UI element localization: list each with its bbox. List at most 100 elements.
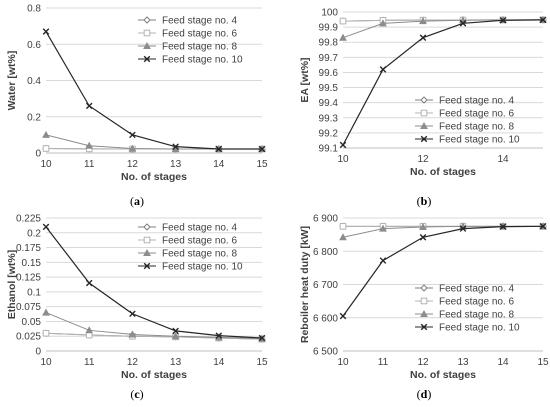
series-line [342,225,543,238]
legend-entry-label: Feed stage no. 10 [439,323,520,334]
legend-entry-label: Feed stage no. 10 [439,135,520,146]
y-tick-label: 0.15 [22,258,42,269]
chart-panel-c: 0 0.025 0.05 0.075 0.1 0.125 0.15 0.175 0.2 0.225… [6,214,268,402]
legend-marker [143,29,151,37]
y-tick-label: 99.5 [319,83,339,94]
data-point [128,144,137,152]
legend-marker [420,309,428,318]
legend: Feed stage no. 4 Feed stage no. 6 Feed sta… [415,284,520,334]
y-tick-label: 6 500 [313,347,338,358]
legend-entry-label: Feed stage no. 10 [162,262,243,273]
y-tick-label: 100 [321,8,338,19]
legend: Feed stage no. 4 Feed stage no. 6 Feed sta… [138,16,243,66]
chart-panel-b: 99.1 99.2 99.3 99.4 99.5 99.6 99.7 99.8 99.9 100 1… [299,8,547,208]
y-tick-label: 0.1 [27,287,41,298]
x-tick-label: 14 [497,154,509,165]
data-point [339,17,347,25]
legend-entry-label: Feed stage no. 4 [162,16,237,27]
legend-entry-label: Feed stage no. 6 [162,29,237,40]
x-tick-label: 13 [457,357,469,368]
y-tick-label: 99.6 [319,68,339,79]
x-axis-title: No. of stages [121,369,187,381]
series-line [342,19,544,146]
data-point [42,223,50,231]
data-point [42,329,50,337]
chart-panel-a: 0 0.2 0.4 0.6 0.8 10 11 12 13 14 15 No. of stages Wa… [6,4,268,209]
y-tick-label: 6 700 [313,280,338,291]
y-tick-label: 99.1 [319,144,339,155]
x-axis-title: No. of stages [121,171,187,183]
x-tick-label: 15 [537,357,549,368]
legend-entry-label: Feed stage no. 6 [439,109,514,120]
series-line [45,226,263,339]
data-point [129,131,136,139]
data-point [419,222,427,230]
y-tick-label: 99.8 [319,38,339,49]
x-tick-label: 12 [417,154,429,165]
data-point [85,102,93,110]
y-tick-label: 0.4 [27,76,41,87]
legend-entry-label: Feed stage no. 8 [162,42,237,53]
y-axis-title: Reboiler heat duty [kW] [299,226,311,343]
series-line [45,31,262,150]
x-tick-label: 15 [256,159,268,170]
x-tick-label: 12 [417,357,429,368]
legend-marker [420,135,428,143]
y-tick-label: 6 600 [313,313,338,324]
data-point [419,34,427,41]
data-point [379,257,387,264]
legend-marker [143,236,151,244]
legend-entry-label: Feed stage no. 10 [162,55,243,66]
x-tick-label: 12 [127,159,139,170]
y-tick-label: 99.7 [319,53,339,64]
y-tick-label: 0.175 [16,243,41,254]
y-tick-label: 0.225 [16,214,41,225]
x-tick-label: 11 [84,159,95,170]
y-tick-label: 99.9 [319,23,339,34]
data-point [499,17,507,24]
x-tick-label: 11 [378,357,389,368]
data-point [258,145,266,153]
legend-marker [143,41,151,49]
legend-marker [143,223,151,231]
series-line [342,19,544,39]
legend-entry-label: Feed stage no. 6 [439,297,514,308]
x-tick-label: 12 [127,357,139,368]
data-point [215,332,223,339]
y-axis-title: Ethanol [wt%] [6,250,18,319]
y-tick-label: 0.125 [16,273,41,284]
series-feed-stage-2 [339,222,547,241]
data-point [339,233,347,241]
x-tick-label: 10 [337,154,349,165]
data-point [215,145,223,153]
data-point [379,224,387,232]
y-tick-label: 0.2 [27,228,41,239]
data-point [419,17,427,25]
y-tick-label: 0 [35,347,41,358]
data-point [379,66,387,73]
data-point [379,19,387,27]
x-tick-label: 10 [40,159,52,170]
data-point [85,279,93,287]
data-point [339,312,347,320]
series-feed-stage-3 [339,223,547,320]
legend-marker [420,96,428,104]
y-tick-label: 99.2 [319,128,339,139]
y-tick-label: 99.3 [319,113,339,124]
data-point [459,20,467,27]
legend-marker [143,16,151,24]
y-axis-title: Water [wt%] [6,51,18,111]
y-tick-label: 99.4 [319,98,339,109]
legend-marker [143,262,151,270]
data-point [419,233,427,241]
x-tick-label: 13 [170,159,182,170]
legend-marker [420,121,428,130]
legend-marker [420,297,428,305]
data-point [42,28,50,35]
legend-entry-label: Feed stage no. 4 [439,284,514,295]
y-tick-label: 0.6 [27,40,41,51]
x-tick-label: 11 [84,357,95,368]
legend-marker [143,55,151,63]
series-line [45,312,263,340]
